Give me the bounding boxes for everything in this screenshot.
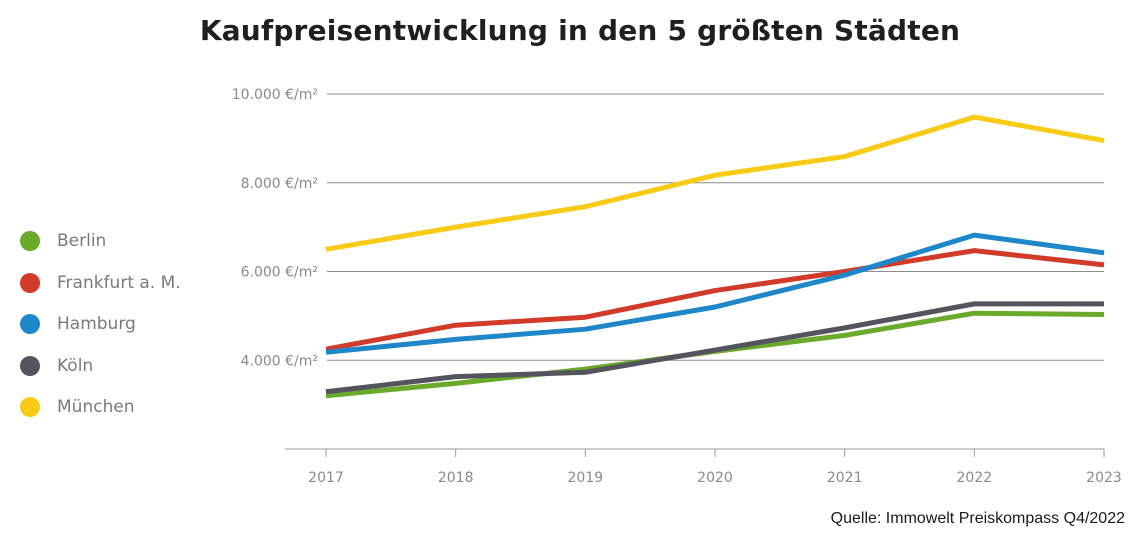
series-lines: [325, 114, 1105, 399]
x-tick-label: 2022: [957, 470, 993, 486]
legend-item-muenchen: München: [20, 395, 181, 437]
x-tick-label: 2017: [308, 470, 344, 486]
legend-label: Berlin: [57, 231, 107, 251]
series-line-köln: [325, 301, 1104, 395]
source-note: Quelle: Immowelt Preiskompass Q4/2022: [830, 510, 1125, 527]
legend-dot-muenchen: [20, 397, 40, 417]
legend-label: Köln: [57, 355, 94, 376]
y-tick-labels: 4.000 €/m² 6.000 €/m² 8.000 €/m² 10.000 €/m…: [232, 87, 318, 369]
legend-item-koeln: Köln: [20, 354, 181, 396]
legend-item-hamburg: Hamburg: [20, 312, 181, 354]
legend-dot-koeln: [20, 355, 40, 376]
x-tick-label: 2018: [438, 470, 474, 486]
legend-item-berlin: Berlin: [20, 229, 181, 271]
x-axis: [285, 448, 1105, 457]
x-tick-label: 2020: [697, 470, 733, 486]
gridlines: [327, 93, 1104, 361]
legend: Berlin Frankfurt a. M. Hamburg Köln Münc…: [20, 229, 181, 437]
y-tick-label: 10.000 €/m²: [232, 87, 318, 103]
y-tick-label: 4.000 €/m²: [241, 353, 318, 369]
y-tick-label: 6.000 €/m²: [241, 265, 318, 281]
legend-label: Frankfurt a. M.: [57, 272, 181, 293]
y-tick-label: 8.000 €/m²: [241, 176, 318, 192]
x-tick-label: 2019: [568, 470, 604, 486]
legend-item-frankfurt: Frankfurt a. M.: [20, 271, 181, 313]
legend-label: München: [57, 397, 135, 417]
series-line-münchen: [325, 114, 1105, 252]
legend-dot-hamburg: [20, 314, 40, 334]
legend-label: Hamburg: [57, 314, 136, 334]
series-line-hamburg: [325, 232, 1105, 355]
series-line-frankfurt-a-m: [325, 248, 1105, 352]
legend-dot-berlin: [20, 231, 40, 251]
legend-dot-frankfurt: [20, 272, 40, 293]
x-tick-label: 2023: [1086, 470, 1122, 486]
chart-title: Kaufpreisentwicklung in den 5 größten St…: [199, 14, 961, 47]
x-tick-labels: 2017 2018 2019 2020 2021 2022 2023: [308, 470, 1122, 486]
x-tick-label: 2021: [827, 470, 863, 486]
